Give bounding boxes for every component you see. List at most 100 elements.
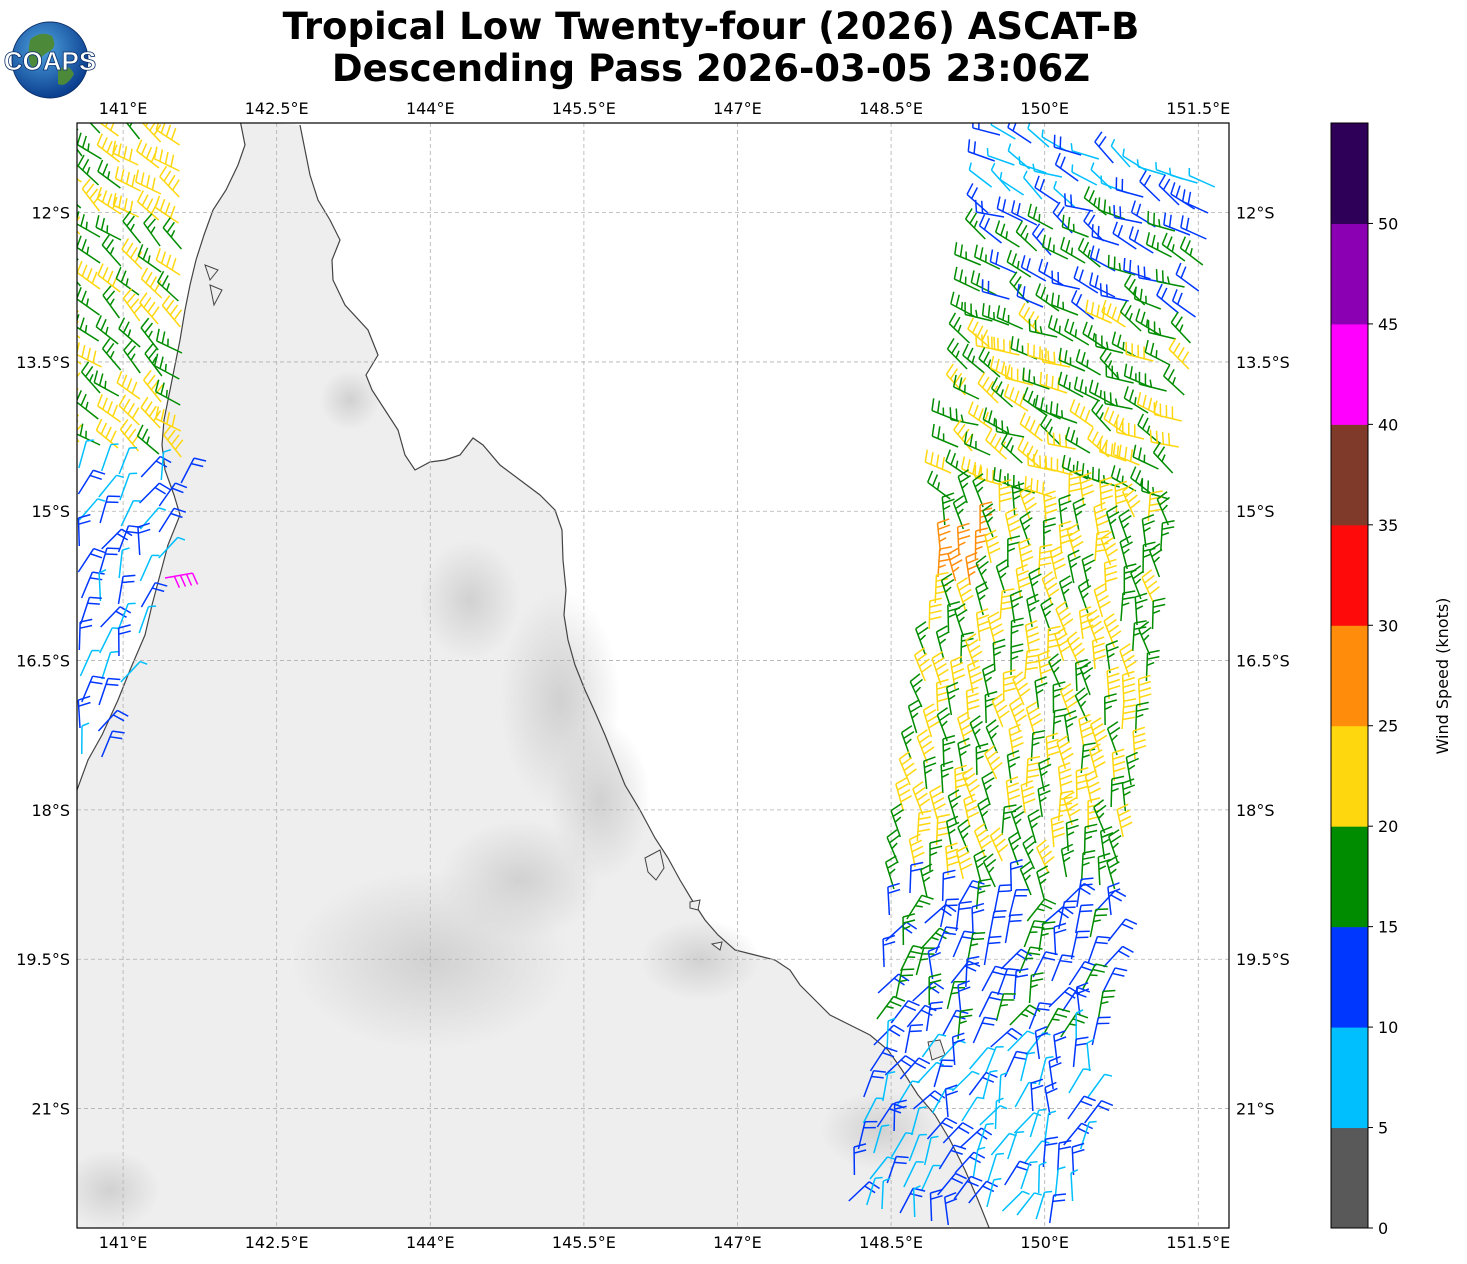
wind-barb: [118, 317, 141, 348]
wind-barb: [140, 317, 159, 351]
title-line-2: Descending Pass 2026-03-05 23:06Z: [331, 47, 1091, 90]
wind-barb: [77, 342, 102, 368]
wind-barb: [139, 292, 160, 325]
wind-barb: [1111, 748, 1126, 782]
wind-barb: [1004, 507, 1021, 542]
wind-barb: [969, 1046, 996, 1070]
wind-barb: [114, 166, 142, 192]
island: [689, 899, 701, 911]
wind-barb: [1112, 442, 1140, 466]
colorbar-tick-label: 0: [1378, 1219, 1388, 1238]
wind-barb: [1099, 825, 1114, 860]
lon-tick-label: 141°E: [99, 99, 148, 118]
colorbar-tick-label: 30: [1378, 616, 1398, 635]
wind-barb: [908, 1133, 927, 1162]
wind-barb: [137, 522, 151, 556]
wind-barb: [963, 431, 991, 456]
wind-barb: [1037, 783, 1051, 818]
wind-barb: [1010, 805, 1025, 840]
wind-barb: [1083, 186, 1107, 216]
wind-barb: [112, 140, 139, 166]
wind-barb: [943, 1192, 958, 1226]
wind-barb: [1034, 676, 1048, 710]
wind-barb: [1161, 232, 1186, 262]
wind-barb: [978, 214, 1003, 244]
wind-barb: [77, 513, 91, 547]
wind-barb: [1107, 882, 1121, 916]
wind-barb: [1054, 1166, 1066, 1198]
wind-barb: [955, 845, 973, 880]
wind-barb: [1163, 364, 1185, 396]
wind-barb: [1060, 843, 1075, 878]
wind-barb: [1087, 1073, 1113, 1098]
wind-barb: [881, 1177, 891, 1210]
wind-barb: [98, 474, 125, 498]
wind-barb: [921, 1033, 947, 1058]
wind-barb: [122, 288, 143, 322]
wind-barb: [975, 333, 1005, 352]
wind-barb: [77, 128, 83, 157]
wind-barb: [893, 1099, 907, 1132]
wind-barb: [1044, 1081, 1058, 1116]
wind-barb: [882, 1071, 896, 1102]
wind-barb: [1136, 159, 1166, 176]
colorbar-bin: [1331, 926, 1368, 1028]
wind-barb: [1042, 517, 1056, 550]
wind-barb: [1144, 339, 1171, 366]
wind-barb: [912, 1185, 921, 1218]
wind-barb: [986, 148, 1015, 166]
wind-barb: [1105, 364, 1134, 384]
wind-barb: [866, 1176, 883, 1206]
wind-barb: [1025, 755, 1041, 788]
wind-barb: [121, 238, 143, 270]
colorbar-tick-label: 45: [1378, 315, 1398, 334]
wind-barb: [1120, 590, 1136, 622]
wind-barb: [954, 1151, 986, 1174]
wind-barb: [77, 398, 80, 417]
wind-barb: [884, 855, 899, 890]
lon-labels-bottom: 141°E 142.5°E 144°E 145.5°E 147°E 148.5°E 150°…: [99, 1233, 1230, 1252]
coaps-logo: COAPS: [3, 21, 97, 99]
wind-barb: [973, 244, 1001, 270]
wind-barb: [101, 338, 122, 371]
wind-barb: [77, 547, 106, 573]
wind-barb: [77, 154, 100, 186]
wind-barb: [1141, 569, 1160, 604]
wind-barb: [1061, 214, 1089, 238]
wind-barb: [1095, 333, 1124, 354]
wind-barb: [1101, 967, 1128, 994]
wind-barb: [903, 1161, 924, 1188]
wind-barb: [1065, 426, 1091, 454]
wind-barb: [1006, 249, 1032, 278]
wind-barb: [1119, 300, 1142, 332]
lon-tick-label: 148.5°E: [859, 99, 923, 118]
wind-barb: [1099, 283, 1129, 302]
wind-barb: [1119, 535, 1133, 570]
wind-barb: [974, 199, 1005, 218]
wind-barb: [926, 1117, 958, 1140]
lat-tick-label: 13.5°S: [1236, 353, 1290, 372]
wind-barb: [96, 133, 121, 163]
wind-barb: [857, 1120, 878, 1150]
wind-barb: [1045, 732, 1060, 766]
wind-barb: [1071, 1142, 1085, 1176]
wind-barb: [116, 370, 141, 400]
wind-barb: [78, 439, 94, 469]
wind-barb: [140, 581, 168, 608]
wind-barb: [987, 611, 1004, 646]
wind-barb: [1121, 698, 1137, 730]
wind-barb: [1072, 1036, 1089, 1068]
wind-barb: [979, 501, 993, 534]
wind-barb: [1071, 164, 1098, 186]
wind-barb: [899, 1057, 931, 1080]
wind-barb: [1119, 643, 1137, 678]
wind-barb: [1051, 270, 1080, 290]
wind-barb: [1147, 210, 1176, 232]
wind-barb: [139, 482, 171, 504]
lon-labels-top: 141°E 142.5°E 144°E 145.5°E 147°E 148.5°E 150°…: [99, 99, 1230, 118]
wind-barb: [982, 407, 1009, 434]
wind-barb: [1130, 565, 1144, 600]
lat-labels-left: 12°S 13.5°S 15°S 16.5°S 18°S 19.5°S 21°S: [16, 204, 70, 1119]
wind-barb: [1094, 131, 1114, 164]
